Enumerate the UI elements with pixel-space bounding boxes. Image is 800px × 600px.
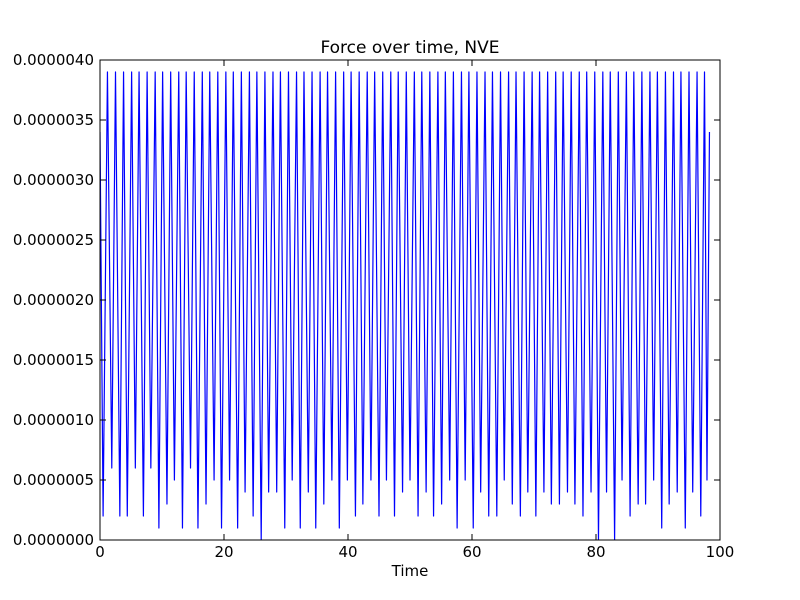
x-tick-label: 60 <box>462 543 481 561</box>
x-axis-label: Time <box>391 562 429 580</box>
x-tick-label: 80 <box>586 543 605 561</box>
y-tick-label: 0.0000000 <box>13 531 94 549</box>
chart-title: Force over time, NVE <box>320 38 499 58</box>
y-tick-label: 0.0000020 <box>13 291 94 309</box>
y-tick-label: 0.0000035 <box>13 111 94 129</box>
y-tick-label: 0.0000040 <box>13 51 94 69</box>
y-tick-label: 0.0000005 <box>13 471 94 489</box>
y-tick-label: 0.0000015 <box>13 351 94 369</box>
series-line-1 <box>100 71 711 540</box>
y-tick-label: 0.0000030 <box>13 171 94 189</box>
y-axis: 0.0000000 0.0000005 0.0000010 0.0000015 0.00… <box>13 51 720 549</box>
x-tick-label: 0 <box>95 543 105 561</box>
x-tick-label: 40 <box>338 543 357 561</box>
y-tick-label: 0.0000010 <box>13 411 94 429</box>
series-layer <box>100 71 711 540</box>
y-tick-label: 0.0000025 <box>13 231 94 249</box>
x-axis: 0 20 40 60 80 100 <box>95 60 734 561</box>
x-tick-label: 100 <box>706 543 735 561</box>
x-tick-label: 20 <box>214 543 233 561</box>
